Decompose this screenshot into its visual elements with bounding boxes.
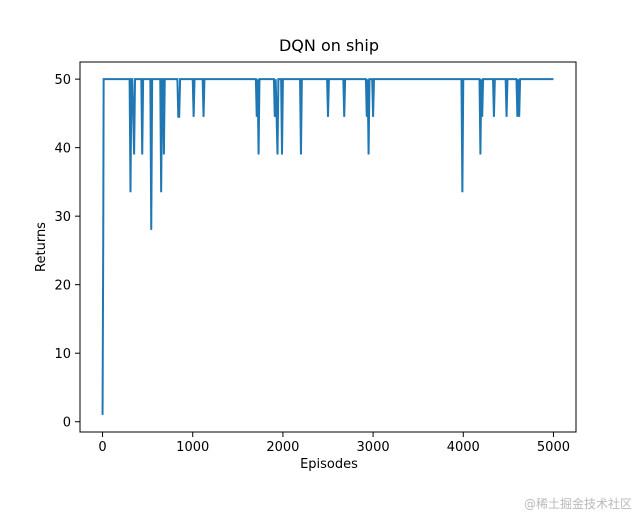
watermark: @稀土掘金技术社区 [523, 497, 632, 511]
x-tick-label: 4000 [447, 440, 480, 455]
x-axis-label: Episodes [300, 457, 358, 472]
y-tick-label: 20 [54, 279, 71, 294]
x-tick-label: 0 [98, 440, 106, 455]
y-tick-label: 50 [54, 73, 71, 88]
y-tick-label: 40 [54, 142, 71, 157]
y-axis-label: Returns [34, 222, 49, 272]
x-tick-label: 3000 [357, 440, 390, 455]
y-axis-ticks: 0 10 20 30 40 50 [54, 73, 80, 431]
x-axis-ticks: 0 1000 2000 3000 4000 5000 [98, 432, 570, 455]
returns-line [101, 78, 554, 415]
chart-title: DQN on ship [279, 36, 379, 55]
x-tick-label: 1000 [176, 440, 209, 455]
plot-area [79, 61, 577, 433]
y-tick-label: 30 [54, 210, 71, 225]
x-tick-label: 2000 [266, 440, 299, 455]
x-tick-label: 5000 [537, 440, 570, 455]
y-tick-label: 10 [54, 347, 71, 362]
y-tick-label: 0 [63, 416, 71, 431]
